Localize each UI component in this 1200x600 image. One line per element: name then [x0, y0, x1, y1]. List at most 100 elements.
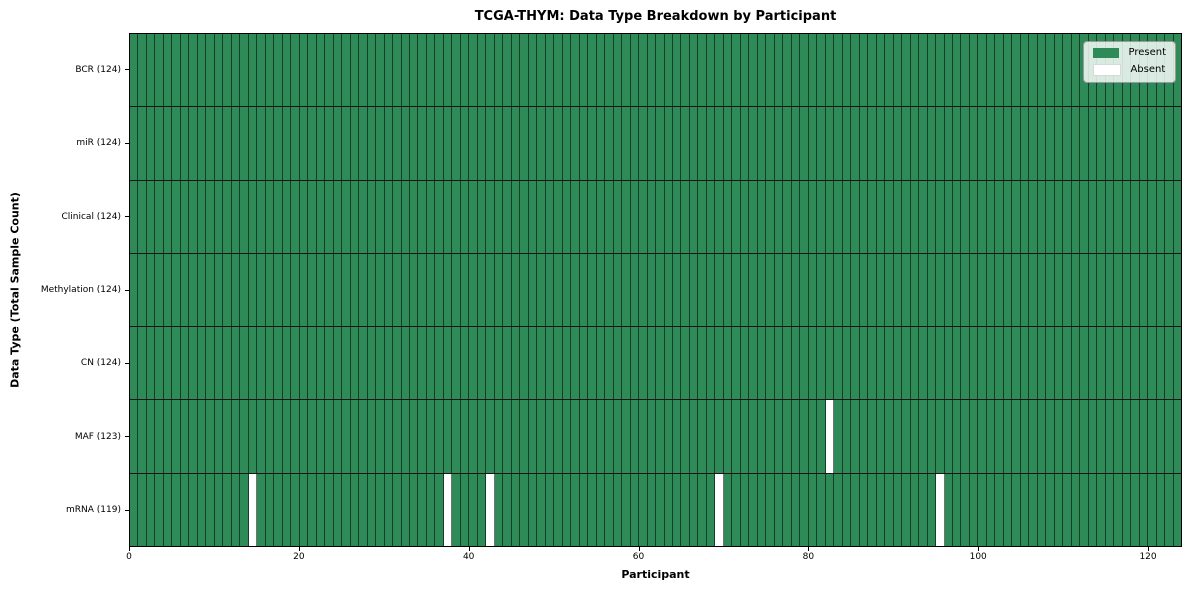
- cell-present: [1131, 400, 1140, 473]
- cell-present: [876, 327, 886, 400]
- cell-present: [868, 34, 877, 107]
- cell-present: [902, 253, 911, 327]
- cell-present: [944, 253, 953, 327]
- cell-present: [367, 34, 377, 107]
- heatmap-row-methylation: [130, 253, 1182, 328]
- cell-present: [605, 327, 614, 400]
- cell-present: [596, 180, 606, 253]
- y-tick-label-methylation: Methylation (124): [40, 285, 121, 295]
- cell-present: [757, 400, 767, 473]
- heatmap-row-mir: [130, 107, 1182, 181]
- cell-present: [596, 253, 606, 327]
- cell-present: [588, 180, 597, 253]
- cell-present: [732, 107, 741, 180]
- cell-present: [130, 253, 139, 327]
- cell-present: [1071, 253, 1081, 327]
- cell-present: [299, 400, 309, 473]
- cell-present: [834, 473, 843, 546]
- cell-present: [401, 34, 410, 107]
- cell-present: [486, 34, 495, 107]
- cell-present: [1046, 400, 1055, 473]
- y-tick-mark: [125, 216, 129, 218]
- cell-present: [732, 400, 741, 473]
- cell-present: [274, 180, 283, 253]
- cell-present: [257, 34, 266, 107]
- cell-present: [359, 400, 368, 473]
- cell-present: [282, 34, 292, 107]
- cell-present: [180, 107, 190, 180]
- cell-present: [902, 107, 911, 180]
- cell-present: [545, 107, 555, 180]
- cell-present: [698, 34, 707, 107]
- cell-present: [969, 34, 979, 107]
- cell-present: [155, 34, 164, 107]
- cell-present: [749, 253, 758, 327]
- cell-present: [146, 400, 156, 473]
- cell-present: [944, 34, 953, 107]
- cell-present: [1063, 253, 1072, 327]
- cell-present: [231, 327, 241, 400]
- cell-present: [146, 107, 156, 180]
- cell-present: [588, 327, 597, 400]
- y-tick-label-clinical: Clinical (124): [61, 211, 121, 222]
- cell-present: [825, 180, 835, 253]
- cell-present: [673, 34, 682, 107]
- cell-present: [876, 400, 886, 473]
- cell-present: [1173, 34, 1182, 107]
- cell-present: [613, 34, 623, 107]
- cell-present: [757, 327, 767, 400]
- cell-present: [274, 327, 283, 400]
- cell-present: [1097, 253, 1106, 327]
- cell-present: [919, 107, 928, 180]
- cell-present: [1148, 473, 1157, 546]
- cell-present: [350, 253, 360, 327]
- cell-present: [554, 180, 563, 253]
- cell-present: [299, 180, 309, 253]
- cell-present: [1071, 34, 1081, 107]
- cell-present: [367, 400, 377, 473]
- cell-present: [800, 107, 809, 180]
- cell-present: [274, 253, 283, 327]
- cell-present: [1156, 180, 1166, 253]
- cell-present: [562, 34, 572, 107]
- cell-present: [393, 473, 402, 546]
- cell-present: [630, 400, 640, 473]
- cell-present: [265, 253, 275, 327]
- cell-present: [130, 107, 139, 180]
- cell-present: [350, 107, 360, 180]
- cell-present: [681, 107, 690, 180]
- cell-present: [740, 473, 750, 546]
- cell-present: [155, 473, 164, 546]
- legend-entry-absent: Absent: [1093, 64, 1166, 76]
- cell-present: [825, 34, 835, 107]
- cell-present: [1054, 327, 1064, 400]
- cell-present: [325, 180, 334, 253]
- cell-present: [579, 34, 589, 107]
- cell-present: [740, 327, 750, 400]
- cell-present: [172, 107, 181, 180]
- cell-present: [630, 107, 640, 180]
- cell-present: [944, 400, 953, 473]
- x-tick-label-120: 120: [1139, 552, 1157, 562]
- cell-present: [1088, 473, 1098, 546]
- cell-present: [401, 253, 410, 327]
- cell-present: [986, 180, 996, 253]
- cell-present: [494, 400, 504, 473]
- cell-present: [367, 327, 377, 400]
- cell-present: [359, 253, 368, 327]
- cell-present: [325, 473, 334, 546]
- cell-present: [291, 400, 300, 473]
- cell-present: [274, 473, 283, 546]
- cell-present: [409, 180, 419, 253]
- cell-present: [231, 400, 241, 473]
- cell-present: [639, 400, 648, 473]
- cell-present: [1071, 400, 1081, 473]
- cell-present: [155, 400, 164, 473]
- cell-present: [1105, 400, 1115, 473]
- cell-present: [952, 107, 962, 180]
- cell-present: [647, 107, 657, 180]
- cell-present: [859, 400, 869, 473]
- cell-present: [1020, 180, 1030, 253]
- cell-present: [919, 34, 928, 107]
- cell-present: [715, 400, 724, 473]
